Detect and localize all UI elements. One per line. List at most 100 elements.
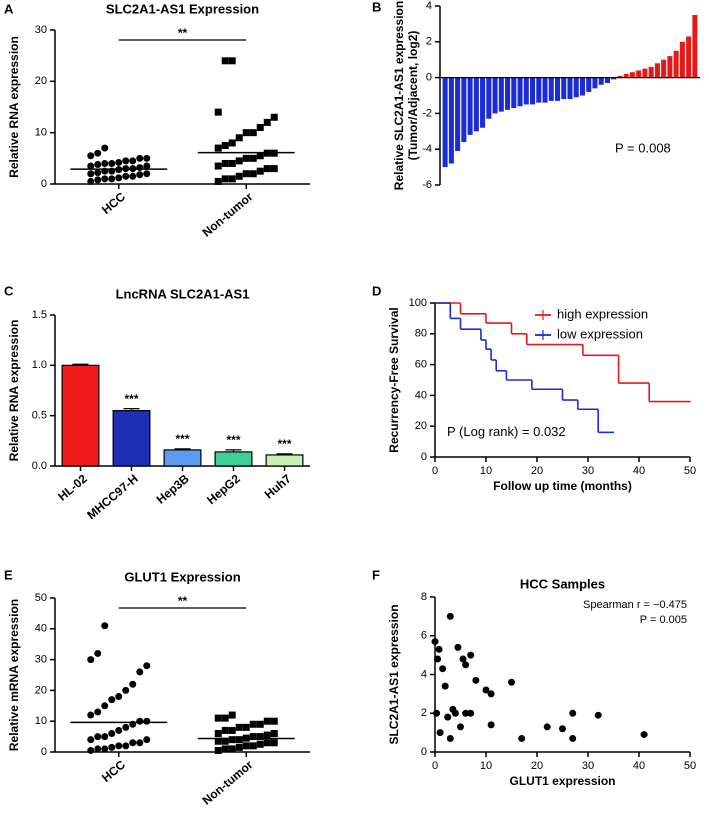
data-point [94, 176, 102, 184]
data-point [214, 162, 222, 170]
bar [61, 364, 100, 467]
data-point [87, 152, 95, 160]
x-tick-label: 50 [684, 760, 696, 772]
data-point [263, 731, 271, 739]
data-point [214, 108, 222, 116]
data-point [87, 711, 95, 719]
bar [548, 77, 554, 101]
data-point [143, 736, 151, 744]
data-point [263, 717, 271, 725]
data-point [214, 714, 222, 722]
x-tick-label: 0 [432, 465, 438, 477]
data-point [434, 655, 442, 663]
y-tick-label: 0 [426, 72, 432, 84]
bar [579, 77, 586, 96]
data-point [115, 726, 123, 734]
bar [642, 68, 648, 78]
data-point [87, 746, 95, 754]
x-tick-label: 10 [480, 760, 492, 772]
data-point [221, 745, 229, 753]
data-point [87, 177, 95, 185]
data-point [228, 711, 236, 719]
data-point [87, 656, 95, 664]
y-tick-label: 0 [41, 746, 47, 758]
data-point [108, 175, 116, 183]
data-point [122, 742, 130, 750]
data-point [228, 159, 236, 167]
bar [461, 77, 467, 143]
data-point [263, 118, 271, 126]
data-point [143, 162, 151, 170]
bar [673, 50, 679, 78]
data-point [256, 152, 264, 160]
chart-title: GLUT1 Expression [124, 569, 240, 584]
data-point [122, 686, 130, 694]
bar [517, 77, 523, 107]
bar [265, 454, 304, 467]
bar [667, 56, 673, 78]
y-tick-label: 1.0 [32, 359, 47, 371]
bar [611, 77, 617, 80]
data-point [94, 733, 102, 741]
y-tick-label: -4 [422, 143, 432, 155]
chart-title: LncRNA SLC2A1-AS1 [116, 286, 250, 301]
x-tick-label: 10 [480, 465, 492, 477]
error-bar [276, 453, 293, 455]
data-point [270, 113, 278, 121]
data-point [235, 172, 243, 180]
significance-label: *** [124, 392, 138, 406]
data-point [101, 745, 109, 753]
data-point [249, 154, 257, 162]
x-axis-label: GLUT1 expression [509, 774, 615, 788]
y-tick-label: 0 [421, 746, 427, 758]
bar [636, 70, 642, 78]
data-point [115, 693, 123, 701]
data-point [136, 739, 144, 747]
data-point [221, 142, 229, 149]
legend-label: high expression [557, 306, 648, 321]
y-tick-label: -2 [422, 107, 432, 119]
bar [586, 77, 592, 92]
data-point [270, 730, 278, 738]
data-point [214, 177, 222, 185]
data-point [143, 662, 151, 670]
data-point [249, 742, 257, 750]
bar [492, 77, 498, 114]
bar [661, 59, 667, 78]
y-tick-label: 0 [421, 451, 427, 463]
x-axis-label: Follow up time (months) [493, 479, 632, 493]
significance-label: *** [175, 432, 189, 446]
y-axis-label: Relative mRNA expression [7, 599, 21, 751]
data-point [457, 723, 464, 731]
data-point [640, 731, 648, 739]
data-point [249, 170, 257, 178]
y-tick-label: 20 [35, 75, 47, 87]
x-tick-label: 40 [633, 760, 645, 772]
bar [486, 77, 492, 119]
significance-label: *** [226, 433, 240, 447]
bar [523, 77, 529, 105]
data-point [136, 164, 144, 172]
data-point [242, 129, 250, 137]
data-point [270, 165, 278, 173]
panel-label: F [372, 567, 380, 582]
data-point [94, 149, 102, 157]
data-point [129, 739, 137, 747]
y-tick-label: 0.5 [32, 410, 47, 422]
y-tick-label: 60 [415, 359, 427, 371]
y-tick-label: 4 [426, 0, 432, 12]
bar [480, 77, 486, 128]
data-point [543, 723, 551, 731]
bar [530, 77, 536, 105]
y-tick-label: 50 [35, 592, 47, 604]
x-tick-label: Huh7 [262, 471, 294, 501]
bar [617, 75, 623, 78]
data-point [235, 736, 243, 744]
x-tick-label: HL-02 [55, 471, 90, 503]
y-tick-label: 4 [421, 668, 427, 680]
data-point [87, 162, 95, 170]
bar [511, 77, 517, 109]
data-point [256, 124, 264, 132]
data-point [228, 139, 236, 147]
data-point [143, 170, 151, 178]
